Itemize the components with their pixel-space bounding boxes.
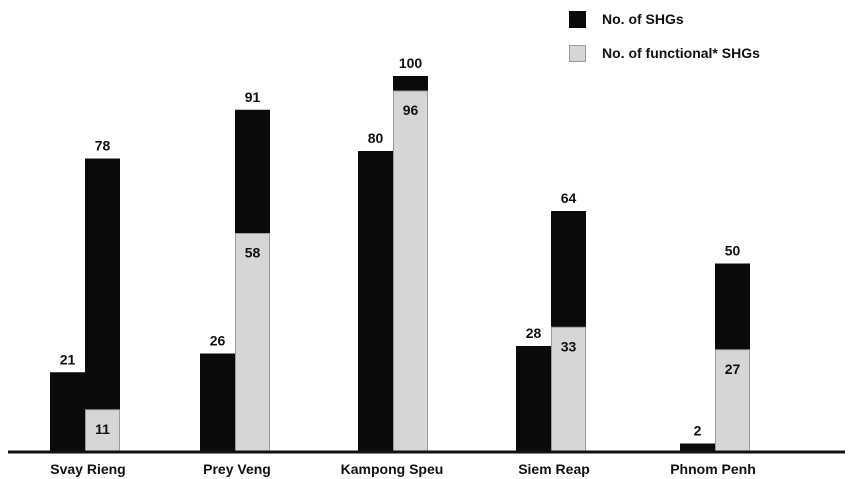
label-functional-phnom-penh: 27 <box>725 361 741 377</box>
bar-secondary-prey-veng <box>200 353 235 451</box>
bar-functional-kampong-speu <box>393 90 428 452</box>
legend-swatch-functional-shgs <box>569 44 586 62</box>
label-total-prey-veng: 91 <box>245 89 261 105</box>
category-label-phnom-penh: Phnom Penh <box>670 461 756 477</box>
label-total-phnom-penh: 50 <box>725 243 741 259</box>
category-label-siem-reap: Siem Reap <box>518 461 590 477</box>
legend-item-shgs: No. of SHGs <box>569 8 684 30</box>
label-secondary-prey-veng: 26 <box>210 333 226 349</box>
bar-functional-svay-rieng <box>85 409 120 452</box>
legend-label-shgs: No. of SHGs <box>602 11 684 27</box>
bar-total-svay-rieng <box>85 158 120 451</box>
label-secondary-svay-rieng: 21 <box>60 351 76 367</box>
label-total-kampong-speu: 100 <box>399 55 423 71</box>
category-label-kampong-speu: Kampong Speu <box>341 461 444 477</box>
label-functional-prey-veng: 58 <box>245 245 261 261</box>
label-functional-svay-rieng: 11 <box>95 421 110 437</box>
label-secondary-phnom-penh: 2 <box>694 423 702 439</box>
bar-secondary-kampong-speu <box>358 151 393 451</box>
legend-label-functional-shgs: No. of functional* SHGs <box>602 45 760 61</box>
legend-item-functional-shgs: No. of functional* SHGs <box>569 42 760 64</box>
label-functional-siem-reap: 33 <box>561 338 577 354</box>
label-total-siem-reap: 64 <box>561 190 577 206</box>
label-secondary-kampong-speu: 80 <box>368 130 384 146</box>
legend: No. of SHGs No. of functional* SHGs <box>569 6 844 66</box>
bar-functional-prey-veng <box>235 233 270 452</box>
bar-secondary-phnom-penh <box>680 443 715 451</box>
label-functional-kampong-speu: 96 <box>403 102 419 118</box>
label-secondary-siem-reap: 28 <box>526 325 542 341</box>
category-label-svay-rieng: Svay Rieng <box>50 461 125 477</box>
label-total-svay-rieng: 78 <box>95 138 111 154</box>
bar-secondary-siem-reap <box>516 346 551 451</box>
legend-swatch-shgs <box>569 10 586 28</box>
bar-secondary-svay-rieng <box>50 372 85 451</box>
category-label-prey-veng: Prey Veng <box>203 461 271 477</box>
